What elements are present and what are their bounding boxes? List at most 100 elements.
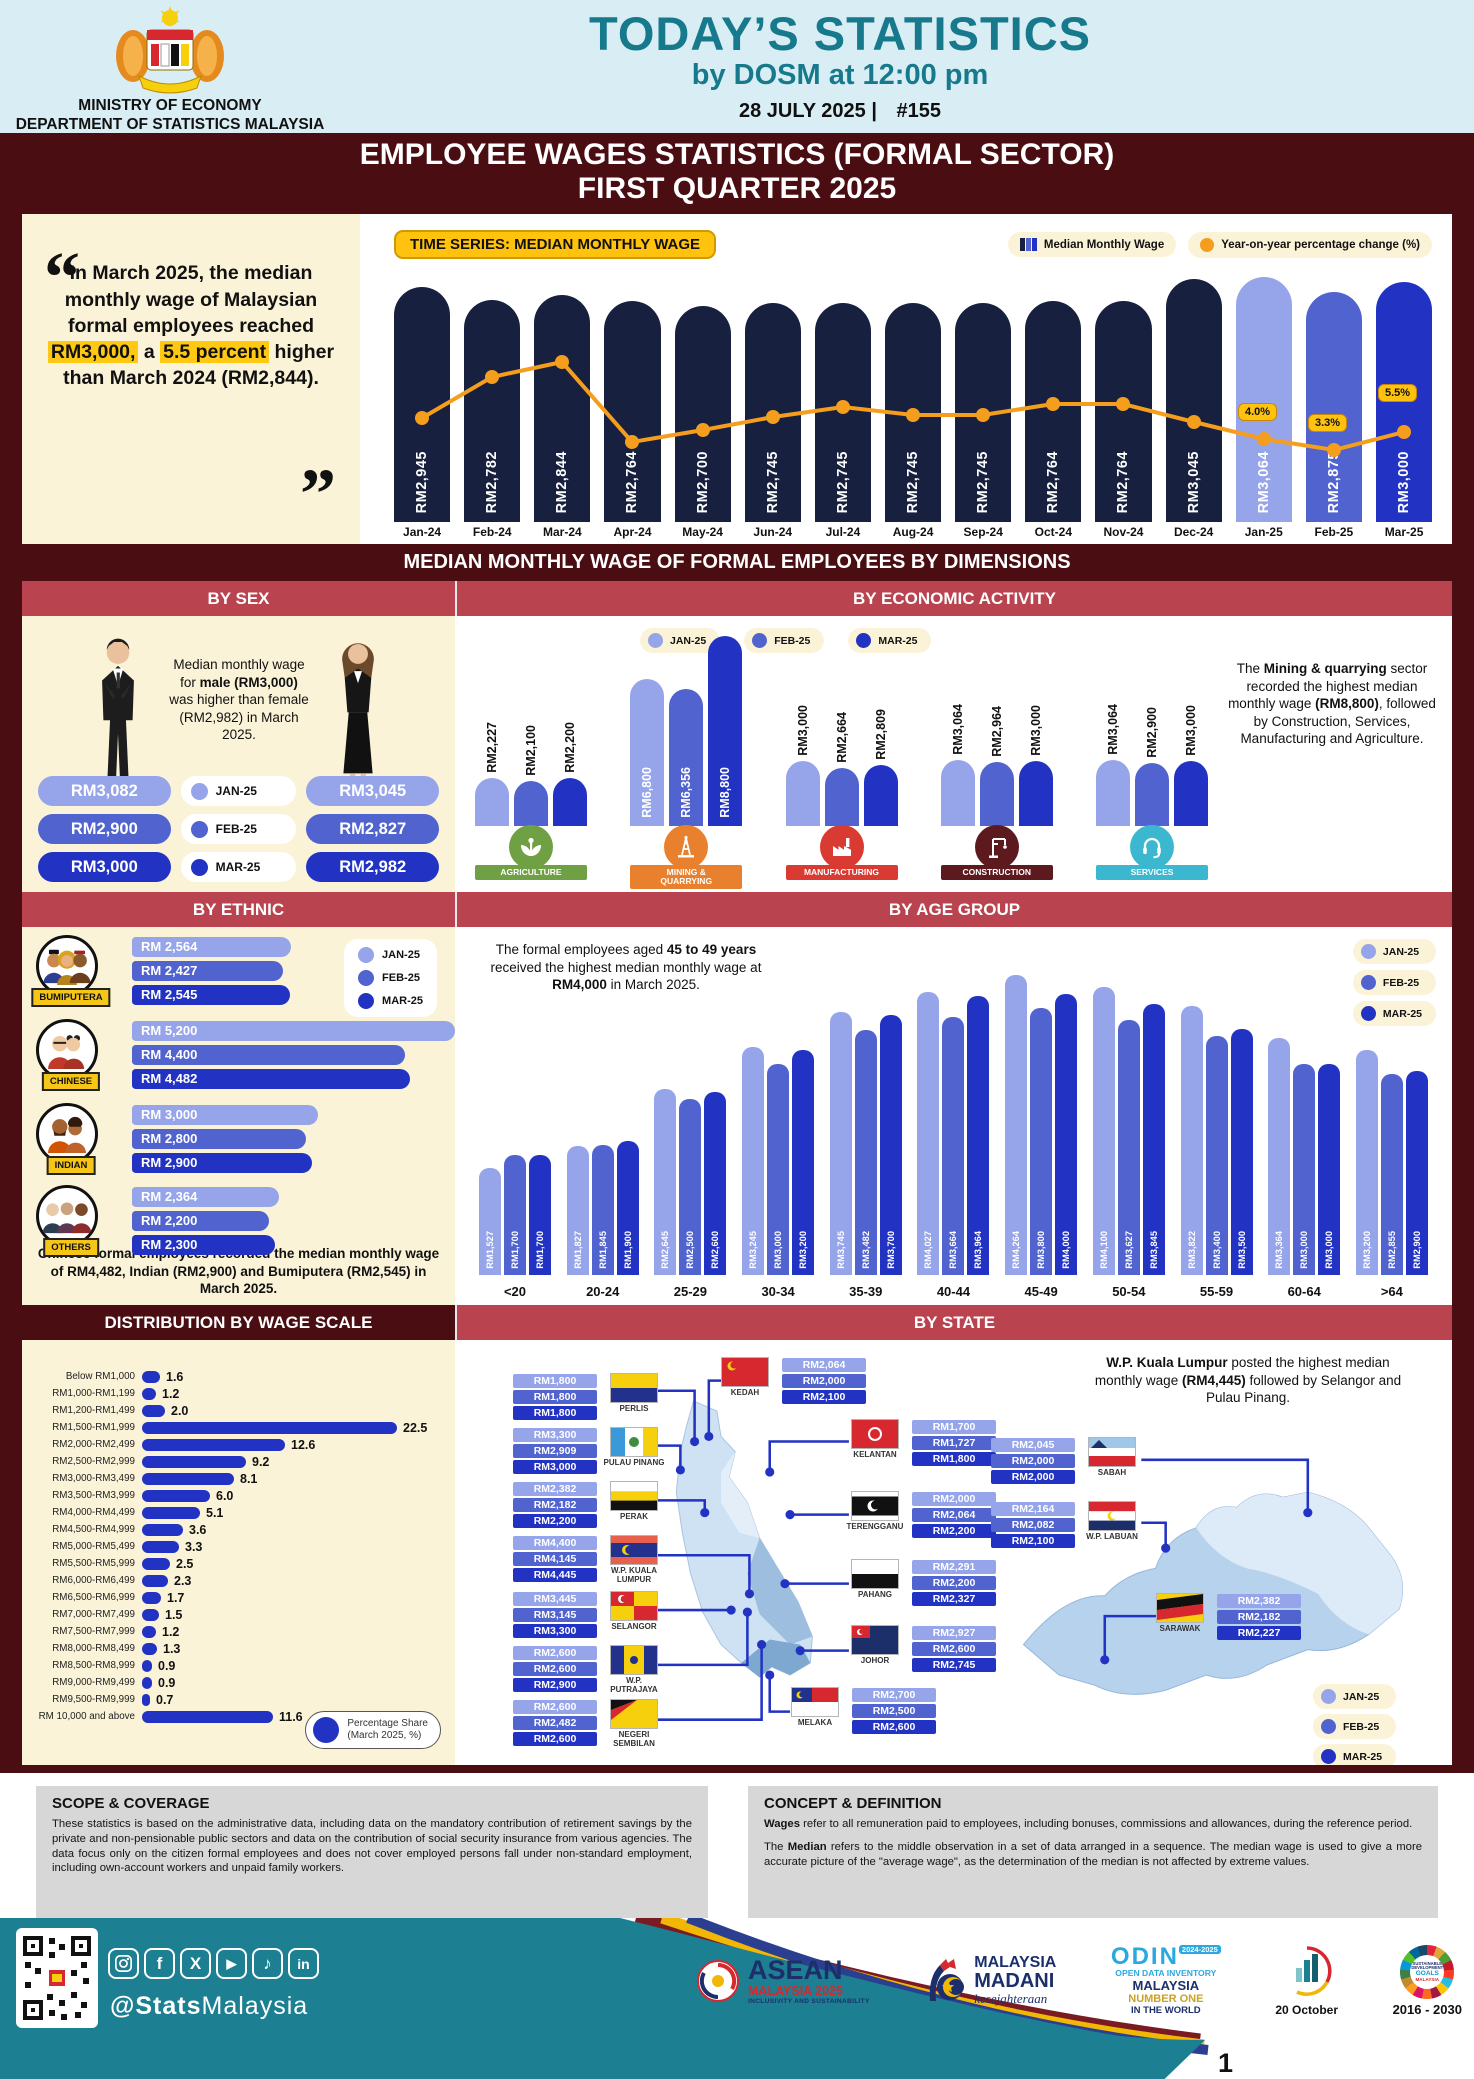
age-wage-bar: RM4,027 — [917, 992, 940, 1276]
age-category-label: 25-29 — [673, 1284, 707, 1300]
state-wage-chip: RM2,064 — [912, 1508, 996, 1523]
month-label: Mar-24 — [543, 525, 582, 540]
month-label: Dec-24 — [1173, 525, 1214, 540]
state-wage-chip: RM2,064 — [782, 1358, 866, 1373]
state-card-kelantan: KELANTAN RM1,700 RM1,727 RM1,800 — [843, 1419, 996, 1467]
wage-range-label: Below RM1,000 — [65, 1371, 135, 1383]
concept-definition-box: CONCEPT & DEFINITION Wages refer to all … — [748, 1786, 1438, 1919]
bar-value-label: RM2,745 — [764, 450, 781, 514]
wage-share-bar — [142, 1472, 234, 1485]
economic-legend: JAN-25 FEB-25 MAR-25 — [640, 628, 932, 654]
median-wage-bar: RM2,764 — [1095, 301, 1152, 523]
wage-scale-panel: Below RM1,000 1.6 RM1,000-RM1,199 1.2 RM1,20… — [22, 1340, 455, 1766]
qr-code — [16, 1928, 98, 2029]
state-name-label: SARAWAK — [1159, 1624, 1201, 1634]
wage-range-label: RM1,200-RM1,499 — [52, 1405, 135, 1417]
age-wage-bar: RM2,855 — [1380, 1074, 1403, 1276]
median-wage-bar: RM3,045 — [1165, 279, 1222, 523]
wage-scale-rows: Below RM1,000 1.6 RM1,000-RM1,199 1.2 RM1,20… — [22, 1368, 455, 1725]
month-label: Jan-24 — [403, 525, 442, 540]
state-flag-column: KEDAH — [713, 1357, 777, 1404]
sector-label: MANUFACTURING — [785, 865, 898, 880]
age-bar-group: RM3,364 RM3,000 RM3,000 — [1268, 1038, 1341, 1276]
wage-range-label: RM1,000-RM1,199 — [52, 1388, 135, 1400]
state-name-label: PERLIS — [619, 1404, 649, 1414]
by-economic-activity-panel: JAN-25 FEB-25 MAR-25 RM2,227 RM2,100 RM2,200… — [455, 616, 1452, 893]
legend-dot-icon — [358, 993, 375, 1010]
masthead: TODAY’S STATISTICS by DOSM at 12:00 pm 2… — [480, 6, 1200, 123]
concept-p2: The Median refers to the middle observat… — [764, 1840, 1423, 1868]
asean-text: MALAYSIA 2025 — [748, 1983, 843, 1998]
time-series-months: Jan-24 Feb-24 Mar-24 Apr-24 May-24 Jun-24 Jul-… — [394, 525, 1432, 539]
kedah-flag-icon — [721, 1357, 769, 1388]
wage-share-value: 0.9 — [158, 1658, 176, 1673]
note-part: Median monthly wage for — [173, 657, 305, 690]
age-wage-bar: RM3,000 — [1318, 1064, 1341, 1276]
bar-value-label: RM1,700 — [510, 1231, 520, 1270]
bar-value-label: RM2,764 — [624, 450, 641, 514]
ethnic-wage-bar: RM 2,545 — [132, 985, 290, 1006]
yoy-percent-label: 3.3% — [1308, 414, 1348, 433]
ethnic-group-label: CHINESE — [41, 1072, 101, 1092]
wage-share-bar — [142, 1693, 150, 1706]
age-wage-bar: RM4,000 — [1055, 994, 1078, 1276]
bar-value-label: RM1,527 — [485, 1231, 495, 1270]
bar-value-label: RM6,800 — [640, 767, 655, 819]
wage-range-label: RM9,500-RM9,999 — [52, 1694, 135, 1706]
state-card-sabah: RM2,045 RM2,000 RM2,000 SABAH — [991, 1437, 1144, 1485]
sex-note: Median monthly wage for male (RM3,000) w… — [168, 656, 310, 744]
ethnic-bars: RM 3,000 RM 2,800 RM 2,900 — [132, 1103, 318, 1174]
ethnic-wage-bar: RM 2,800 — [132, 1129, 306, 1150]
bars-construction: RM3,064 RM2,964 RM3,000 — [937, 704, 1057, 827]
state-flag-column: W.P. PUTRAJAYA — [602, 1645, 666, 1694]
time-series-bars: RM2,945 RM2,782 RM2,844 RM2,764 RM2,700 RM2,7… — [394, 272, 1433, 523]
legend-label: JAN-25 — [215, 784, 257, 799]
state-wage-chip: RM2,045 — [991, 1438, 1075, 1453]
definitions-row: SCOPE & COVERAGE These statistics is bas… — [0, 1773, 1474, 1919]
legend-pill: MAR-25 — [1313, 1744, 1397, 1766]
by-age-group-header: BY AGE GROUP — [455, 892, 1452, 928]
bar-value-label: RM2,600 — [710, 1231, 721, 1270]
by-state-panel: W.P. Kuala Lumpur posted the highest med… — [455, 1340, 1452, 1766]
note-part: sector recorded the highest median month… — [1228, 661, 1428, 712]
age-bar-group: RM4,027 RM3,664 RM3,964 — [917, 992, 990, 1276]
odin-text: OPEN DATA INVENTORY — [1115, 1968, 1217, 1979]
state-wage-chips: RM2,045 RM2,000 RM2,000 — [991, 1438, 1075, 1485]
bar-value-label: RM4,264 — [1011, 1231, 1022, 1270]
ethnic-group-label: INDIAN — [46, 1156, 96, 1176]
month-label: Sep-24 — [963, 525, 1003, 540]
wage-scale-row: Below RM1,000 1.6 — [22, 1368, 455, 1385]
wage-share-value: 11.6 — [279, 1709, 303, 1724]
state-name-label: W.P. LABUAN — [1086, 1532, 1138, 1542]
bar-value-label: RM3,200 — [798, 1231, 809, 1270]
state-wage-chip: RM2,082 — [991, 1518, 1075, 1533]
mystats-day-logo: 20 October — [1275, 1945, 1338, 2017]
ethnic-wage-bar: RM 3,000 — [132, 1105, 318, 1126]
state-wage-chips: RM4,400 RM4,145 RM4,445 — [513, 1536, 597, 1584]
wage-scale-row: RM4,000-RM4,499 5.1 — [22, 1504, 455, 1521]
age-category-label: <20 — [503, 1284, 527, 1300]
ethnic-wage-bar: RM 2,300 — [132, 1235, 275, 1256]
legend-label: Year-on-year percentage change (%) — [1221, 238, 1420, 251]
state-name-label: JOHOR — [860, 1656, 890, 1666]
legend-label: FEB-25 — [1343, 1720, 1380, 1733]
median-wage-bar: RM2,782 — [464, 300, 521, 523]
madani-text: MADANI — [974, 1970, 1055, 1993]
wage-share-value: 1.2 — [162, 1624, 180, 1639]
ethnic-wage-bar: RM 4,400 — [132, 1045, 405, 1066]
wage-share-value: 22.5 — [403, 1420, 428, 1435]
state-flag-column: W.P. LABUAN — [1080, 1501, 1144, 1548]
age-wage-bar: RM3,664 — [942, 1017, 965, 1276]
state-name-label: NEGERI SEMBILAN — [613, 1730, 655, 1749]
state-wage-chips: RM3,445 RM3,145 RM3,300 — [513, 1592, 597, 1639]
state-wage-chip: RM2,200 — [513, 1514, 597, 1529]
wage-scale-row: RM2,500-RM2,999 9.2 — [22, 1453, 455, 1470]
ethnic-wage-bar: RM 2,564 — [132, 937, 291, 958]
age-category-label: 50-54 — [1112, 1284, 1146, 1300]
bar-value-label: RM2,782 — [484, 450, 501, 514]
state-wage-chip: RM4,400 — [513, 1536, 597, 1551]
bar-value-label: RM2,900 — [1411, 1231, 1422, 1270]
ethnic-wage-bar: RM 5,200 — [132, 1021, 455, 1042]
